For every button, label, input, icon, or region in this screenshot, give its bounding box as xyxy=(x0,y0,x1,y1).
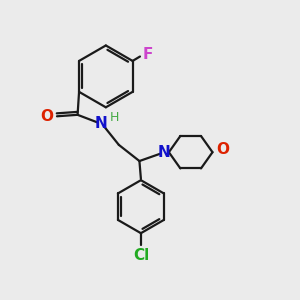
Text: H: H xyxy=(110,111,119,124)
Text: Cl: Cl xyxy=(133,248,149,263)
Text: F: F xyxy=(143,47,153,62)
Text: O: O xyxy=(40,109,53,124)
Text: O: O xyxy=(216,142,229,158)
Text: N: N xyxy=(158,145,171,160)
Text: N: N xyxy=(95,116,107,131)
